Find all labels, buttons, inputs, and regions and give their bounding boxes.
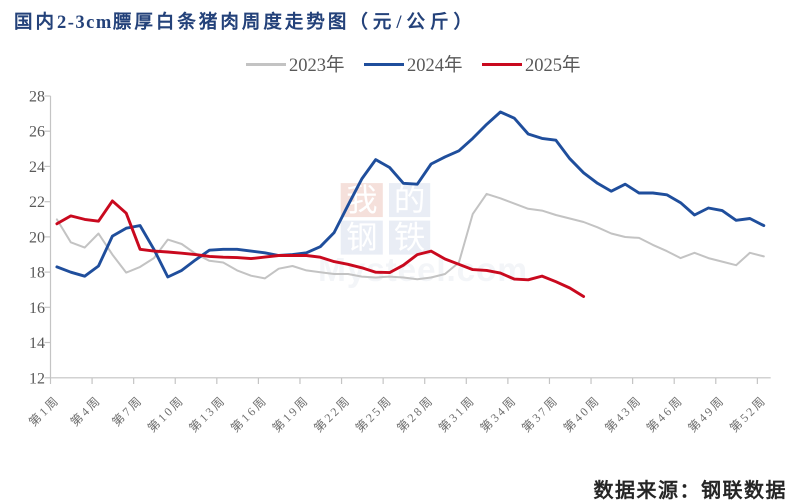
svg-text:第4周: 第4周 [68, 393, 104, 429]
svg-text:第22周: 第22周 [311, 393, 353, 435]
svg-text:第25周: 第25周 [353, 393, 395, 435]
svg-text:12: 12 [29, 370, 45, 387]
svg-text:第31周: 第31周 [436, 393, 478, 435]
svg-text:铁: 铁 [394, 220, 426, 255]
svg-text:第10周: 第10周 [145, 393, 187, 435]
svg-text:28: 28 [29, 89, 45, 106]
svg-text:的: 的 [394, 183, 426, 218]
svg-text:第40周: 第40周 [561, 393, 603, 435]
svg-text:24: 24 [29, 159, 45, 176]
svg-text:第52周: 第52周 [727, 393, 769, 435]
svg-text:第13周: 第13周 [186, 393, 228, 435]
svg-text:Mysteel.com: Mysteel.com [318, 252, 528, 289]
svg-text:第34周: 第34周 [477, 393, 519, 435]
svg-text:第37周: 第37周 [519, 393, 561, 435]
svg-text:18: 18 [29, 265, 45, 282]
svg-text:第16周: 第16周 [228, 393, 270, 435]
svg-text:14: 14 [29, 335, 45, 352]
svg-text:22: 22 [29, 194, 45, 211]
svg-text:第49周: 第49周 [685, 393, 727, 435]
svg-text:第1周: 第1周 [26, 393, 62, 429]
svg-text:钢: 钢 [346, 220, 378, 255]
svg-text:第7周: 第7周 [109, 393, 145, 429]
svg-text:第46周: 第46周 [644, 393, 686, 435]
svg-text:26: 26 [29, 124, 45, 141]
svg-text:20: 20 [29, 229, 45, 246]
svg-text:第28周: 第28周 [394, 393, 436, 435]
svg-text:16: 16 [29, 300, 45, 317]
svg-text:第19周: 第19周 [270, 393, 312, 435]
svg-text:第43周: 第43周 [602, 393, 644, 435]
